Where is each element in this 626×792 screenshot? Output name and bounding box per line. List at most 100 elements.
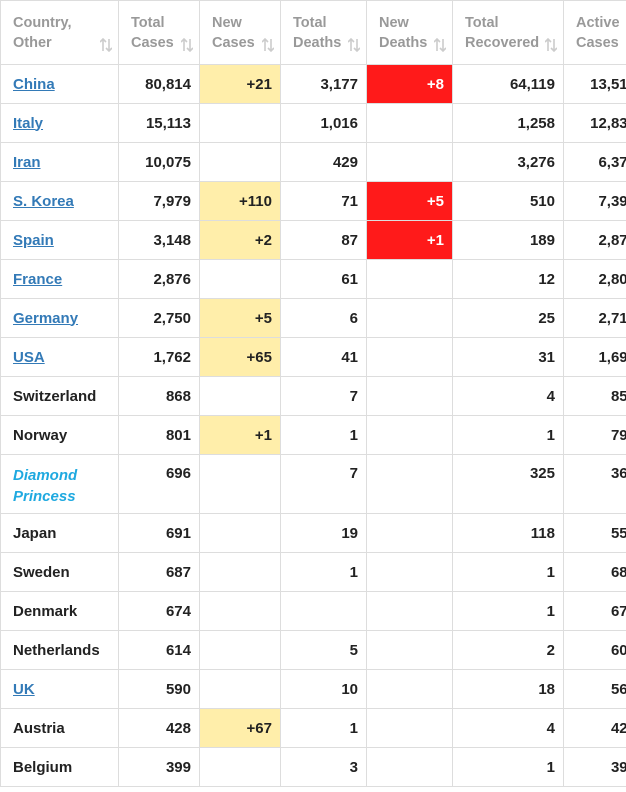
country-cell: Norway [0, 415, 119, 455]
new-cases-cell [199, 630, 281, 670]
total-cases-cell: 7,979 [118, 181, 200, 221]
column-header[interactable]: Country, Other [0, 0, 119, 65]
new-deaths-cell: +5 [366, 181, 453, 221]
country-cell[interactable]: China [0, 64, 119, 104]
country-cell: Japan [0, 513, 119, 553]
total-deaths-cell: 5 [280, 630, 367, 670]
country-cell: Denmark [0, 591, 119, 631]
country-cell[interactable]: Germany [0, 298, 119, 338]
country-cell[interactable]: Iran [0, 142, 119, 182]
column-header[interactable]: New Deaths [366, 0, 453, 65]
total-deaths-cell: 41 [280, 337, 367, 377]
total-recovered-cell: 1,258 [452, 103, 564, 143]
active-cases-cell: 857 [563, 376, 626, 416]
header-row: Country, Other Total Cases New Cases Total … [0, 0, 626, 65]
new-deaths-cell [366, 298, 453, 338]
total-deaths-cell: 1 [280, 552, 367, 592]
active-cases-cell: 13,518 [563, 64, 626, 104]
sort-icon [181, 38, 193, 52]
total-cases-cell: 674 [118, 591, 200, 631]
active-cases-cell: 6,370 [563, 142, 626, 182]
total-cases-cell: 801 [118, 415, 200, 455]
total-recovered-cell: 1 [452, 591, 564, 631]
new-deaths-cell [366, 376, 453, 416]
active-cases-cell: 2,872 [563, 220, 626, 260]
total-recovered-cell: 325 [452, 454, 564, 514]
total-recovered-cell: 1 [452, 415, 564, 455]
country-cell[interactable]: France [0, 259, 119, 299]
country-cell: Switzerland [0, 376, 119, 416]
new-cases-cell [199, 747, 281, 787]
header-label: Total Cases [131, 15, 174, 51]
total-recovered-cell: 510 [452, 181, 564, 221]
total-deaths-cell: 6 [280, 298, 367, 338]
total-deaths-cell: 19 [280, 513, 367, 553]
total-deaths-cell: 1,016 [280, 103, 367, 143]
active-cases-cell: 395 [563, 747, 626, 787]
column-header[interactable]: Total Deaths [280, 0, 367, 65]
new-deaths-cell [366, 103, 453, 143]
sort-icon [100, 38, 112, 52]
active-cases-cell: 799 [563, 415, 626, 455]
table-body: China80,814+213,177+864,11913,518Italy15… [0, 64, 626, 787]
country-cell[interactable]: Italy [0, 103, 119, 143]
country-cell[interactable]: UK [0, 669, 119, 709]
country-cell[interactable]: S. Korea [0, 181, 119, 221]
new-cases-cell: +67 [199, 708, 281, 748]
country-cell[interactable]: USA [0, 337, 119, 377]
total-recovered-cell: 31 [452, 337, 564, 377]
total-recovered-cell: 18 [452, 669, 564, 709]
column-header[interactable]: Total Recovered [452, 0, 564, 65]
total-cases-cell: 428 [118, 708, 200, 748]
active-cases-cell: 12,839 [563, 103, 626, 143]
new-deaths-cell [366, 747, 453, 787]
sort-icon [434, 38, 446, 52]
total-cases-cell: 696 [118, 454, 200, 514]
header-label: New Cases [212, 15, 255, 51]
total-deaths-cell: 3 [280, 747, 367, 787]
total-cases-cell: 2,750 [118, 298, 200, 338]
column-header[interactable]: New Cases [199, 0, 281, 65]
new-cases-cell: +110 [199, 181, 281, 221]
total-cases-cell: 691 [118, 513, 200, 553]
table-row: Sweden68711685 [0, 552, 626, 592]
total-recovered-cell: 64,119 [452, 64, 564, 104]
new-deaths-cell [366, 513, 453, 553]
total-cases-cell: 80,814 [118, 64, 200, 104]
column-header[interactable]: Active Cases [563, 0, 626, 65]
total-cases-cell: 3,148 [118, 220, 200, 260]
sort-icon [348, 38, 360, 52]
total-deaths-cell: 429 [280, 142, 367, 182]
country-cell: Netherlands [0, 630, 119, 670]
total-deaths-cell: 1 [280, 708, 367, 748]
header-label: New Deaths [379, 15, 428, 51]
new-cases-cell [199, 669, 281, 709]
new-deaths-cell [366, 630, 453, 670]
total-deaths-cell: 10 [280, 669, 367, 709]
active-cases-cell: 2,803 [563, 259, 626, 299]
new-cases-cell: +2 [199, 220, 281, 260]
new-deaths-cell: +8 [366, 64, 453, 104]
active-cases-cell: 7,398 [563, 181, 626, 221]
country-cell[interactable]: Spain [0, 220, 119, 260]
total-cases-cell: 15,113 [118, 103, 200, 143]
total-recovered-cell: 4 [452, 376, 564, 416]
total-cases-cell: 1,762 [118, 337, 200, 377]
column-header[interactable]: Total Cases [118, 0, 200, 65]
total-recovered-cell: 25 [452, 298, 564, 338]
new-cases-cell: +65 [199, 337, 281, 377]
